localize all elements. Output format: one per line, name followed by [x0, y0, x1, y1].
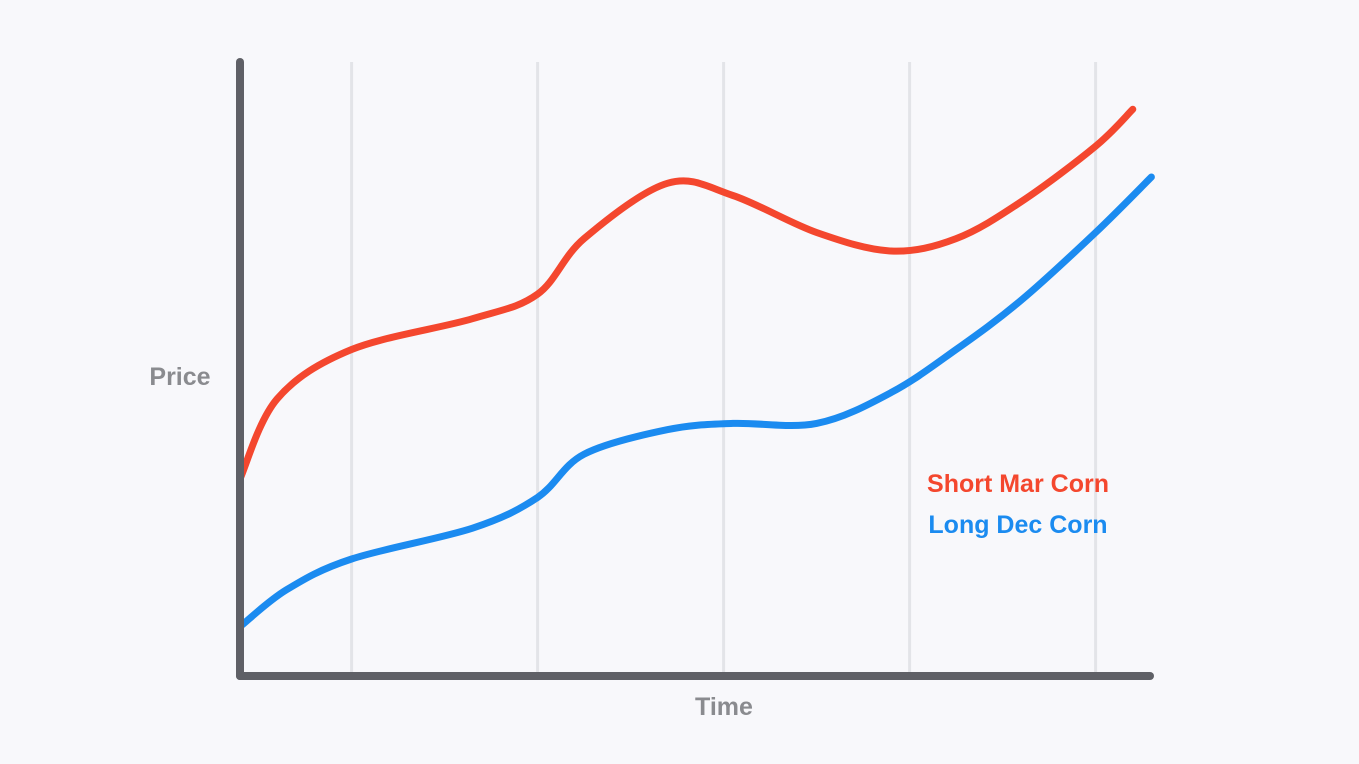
series-line-long-dec-corn [236, 173, 1155, 631]
legend-entry-long-dec-corn: Long Dec Corn [928, 511, 1107, 539]
y-axis-label: Price [149, 363, 210, 391]
series-line-short-mar-corn [236, 105, 1137, 483]
legend-entry-short-mar-corn: Short Mar Corn [927, 470, 1109, 498]
series-lines [236, 105, 1155, 631]
x-gridlines [350, 62, 1098, 672]
x-axis-label: Time [695, 693, 753, 721]
